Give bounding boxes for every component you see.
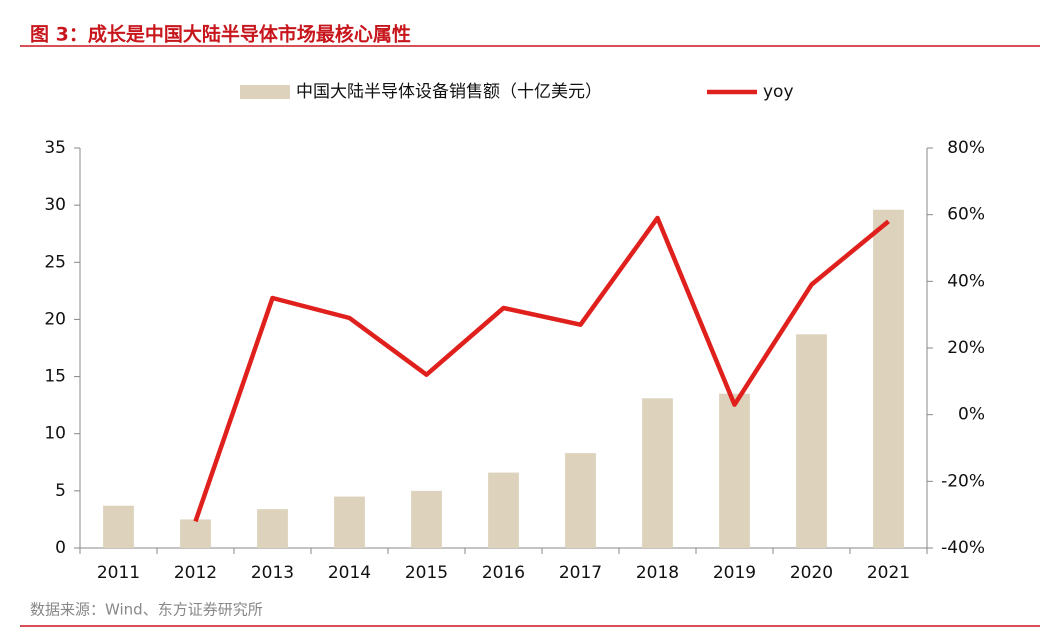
bar: [873, 209, 904, 548]
x-tick-label: 2020: [790, 563, 833, 583]
y2-tick-label: -20%: [941, 471, 985, 491]
x-tick-label: 2017: [559, 563, 602, 583]
y-tick-label: 15: [44, 367, 66, 387]
bar: [488, 472, 519, 548]
x-tick-label: 2011: [97, 563, 140, 583]
bar: [642, 398, 673, 548]
x-tick-label: 2015: [405, 563, 448, 583]
y2-tick-label: 0%: [958, 405, 985, 425]
x-tick-label: 2014: [328, 563, 371, 583]
bar: [334, 496, 365, 548]
x-tick-label: 2018: [636, 563, 679, 583]
y-tick-label: 0: [55, 538, 66, 558]
y-tick-label: 25: [44, 252, 66, 272]
source-note: 数据来源：Wind、东方证券研究所: [30, 601, 263, 619]
legend-label: yoy: [763, 82, 794, 102]
bar: [180, 519, 211, 548]
y2-tick-label: 20%: [947, 338, 985, 358]
x-tick-label: 2012: [174, 563, 217, 583]
x-tick-label: 2013: [251, 563, 294, 583]
y2-tick-label: 80%: [947, 138, 985, 158]
bar: [257, 509, 288, 548]
y2-tick-label: 60%: [947, 205, 985, 225]
y-tick-label: 20: [44, 309, 66, 329]
x-tick-label: 2019: [713, 563, 756, 583]
x-tick-label: 2016: [482, 563, 525, 583]
y-tick-label: 10: [44, 424, 66, 444]
y2-tick-label: -40%: [941, 538, 985, 558]
legend-label: 中国大陆半导体设备销售额（十亿美元）: [296, 82, 602, 102]
y2-tick-label: 40%: [947, 271, 985, 291]
bar: [796, 334, 827, 548]
y-tick-label: 30: [44, 195, 66, 215]
y-tick-label: 5: [55, 481, 66, 501]
x-tick-label: 2021: [867, 563, 910, 583]
legend-swatch: [240, 85, 290, 99]
bar: [103, 505, 134, 548]
bar: [411, 490, 442, 548]
chart-title: 图 3：成长是中国大陆半导体市场最核心属性: [30, 23, 411, 46]
bar: [565, 453, 596, 548]
bar: [719, 393, 750, 548]
line: [193, 215, 890, 523]
y-tick-label: 35: [44, 138, 66, 158]
